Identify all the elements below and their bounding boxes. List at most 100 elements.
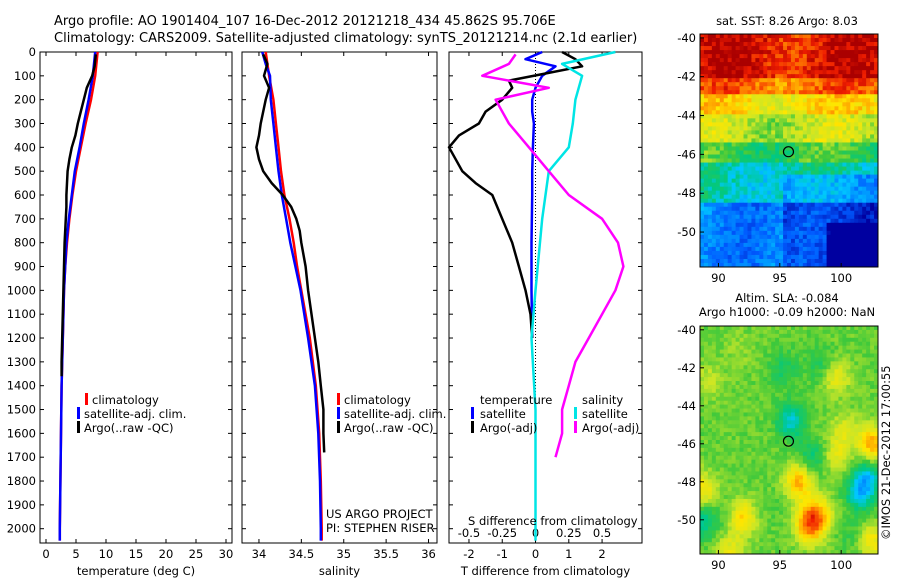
map-cell — [723, 82, 729, 87]
map-cell — [787, 118, 792, 123]
map-cell — [731, 58, 736, 63]
map-cell — [747, 349, 752, 354]
map-cell — [731, 74, 736, 79]
map-cell — [814, 94, 820, 99]
map-cell — [771, 424, 776, 429]
map-cell — [830, 126, 835, 131]
map-cell — [854, 150, 859, 155]
map-cell — [771, 210, 776, 216]
map-cell — [743, 178, 748, 184]
map-cell — [711, 62, 717, 67]
map-cell — [818, 377, 824, 382]
map-cell — [747, 392, 752, 398]
map-cell — [842, 392, 847, 398]
map-cell — [790, 242, 796, 248]
map-cell — [779, 400, 784, 406]
map-cell — [874, 459, 879, 464]
map-cell — [719, 258, 725, 264]
map-cell — [846, 178, 851, 184]
map-cell — [783, 463, 788, 468]
map-cell — [763, 424, 768, 429]
map-cell — [723, 150, 729, 155]
map-cell — [842, 349, 847, 354]
map-cell — [818, 174, 824, 180]
map-cell — [822, 234, 827, 240]
map-cell — [703, 498, 709, 504]
map-cell — [834, 162, 839, 167]
map-cell — [874, 357, 879, 362]
map-cell — [874, 162, 879, 167]
map-cell — [723, 451, 729, 457]
map-cell — [743, 428, 748, 433]
map-cell — [814, 234, 820, 240]
map-cell — [739, 206, 744, 212]
map-cell — [771, 254, 776, 260]
map-cell — [794, 114, 800, 119]
map-cell — [798, 498, 804, 504]
map-cell — [735, 447, 740, 453]
map-cell — [715, 238, 721, 244]
map-cell — [858, 384, 863, 390]
map-cell — [858, 250, 863, 256]
map-cell — [731, 38, 736, 43]
map-cell — [719, 102, 725, 107]
map-cell — [834, 210, 839, 216]
map-cell — [755, 483, 760, 488]
map-cell — [834, 102, 839, 107]
map-cell — [790, 502, 796, 508]
map-cell — [751, 222, 756, 228]
map-cell — [775, 487, 780, 492]
map-cell — [747, 114, 752, 119]
map-cell — [763, 443, 768, 449]
map-cell — [779, 329, 784, 335]
map-cell — [866, 110, 871, 115]
y-tick-label: 0 — [29, 45, 36, 59]
map-cell — [771, 451, 776, 457]
map-cell — [735, 182, 740, 188]
map-cell — [755, 329, 760, 335]
map-cell — [806, 114, 812, 119]
map-cell — [854, 428, 859, 433]
map-cell — [739, 388, 744, 394]
map-cell — [830, 381, 835, 386]
map-cell — [870, 186, 875, 192]
map-cell — [854, 436, 859, 441]
map-cell — [826, 506, 831, 512]
map-cell — [735, 74, 740, 79]
map-cell — [858, 182, 863, 188]
map-cell — [854, 98, 859, 103]
map-cell — [862, 86, 867, 91]
map-cell — [842, 475, 847, 480]
map-cell — [779, 210, 784, 216]
map-cell — [775, 90, 780, 95]
map-cell — [743, 392, 748, 398]
map-cell — [723, 74, 729, 79]
map-cell — [850, 506, 855, 512]
map-cell — [771, 333, 776, 339]
map-cell — [703, 54, 709, 59]
map-cell — [790, 377, 796, 382]
map-cell — [854, 392, 859, 398]
map-cell — [755, 424, 760, 429]
map-cell — [779, 126, 784, 131]
map-cell — [798, 377, 804, 382]
map-cell — [818, 222, 824, 228]
map-cell — [842, 82, 847, 87]
map-cell — [787, 510, 792, 516]
map-cell — [735, 463, 740, 468]
map-cell — [830, 74, 835, 79]
map-cell — [759, 70, 764, 75]
map-cell — [834, 186, 839, 192]
map-cell — [779, 416, 784, 421]
x-tick-label: 34 — [252, 547, 267, 561]
map-cell — [707, 392, 713, 398]
map-cell — [802, 467, 808, 472]
map-cell — [854, 158, 859, 163]
map-cell — [846, 436, 851, 441]
map-cell — [735, 154, 740, 159]
map-cell — [790, 246, 796, 252]
map-cell — [870, 162, 875, 167]
map-cell — [862, 214, 867, 220]
map-cell — [759, 404, 764, 409]
map-cell — [798, 400, 804, 406]
